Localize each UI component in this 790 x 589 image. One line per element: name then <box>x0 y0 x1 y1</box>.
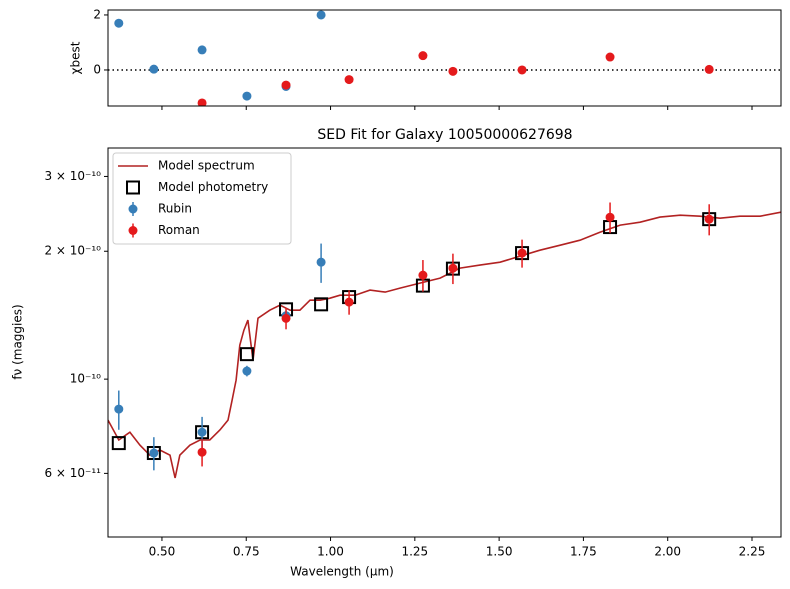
point <box>448 263 458 273</box>
point <box>605 52 615 62</box>
point <box>242 91 252 101</box>
point <box>704 64 714 74</box>
x-tick-label: 1.00 <box>317 545 344 559</box>
model-square <box>111 436 126 451</box>
legend-label: Model spectrum <box>158 159 255 173</box>
point <box>197 45 207 55</box>
point <box>605 212 615 222</box>
point <box>418 51 428 61</box>
point <box>281 313 291 323</box>
legend-handle <box>126 180 140 195</box>
legend-label: Model photometry <box>158 180 268 194</box>
x-tick-label: 0.75 <box>233 545 260 559</box>
y-tick-label: 2 × 10⁻¹⁰ <box>44 244 101 258</box>
point <box>114 404 124 414</box>
point <box>149 64 159 74</box>
point <box>316 257 326 267</box>
x-tick-label: 2.00 <box>654 545 681 559</box>
point <box>517 65 527 75</box>
x-axis-label: Wavelength (µm) <box>290 565 394 579</box>
point <box>448 66 458 76</box>
plot-area <box>108 202 781 479</box>
model-square <box>239 347 254 362</box>
legend-box <box>112 152 292 245</box>
point <box>114 18 124 28</box>
legend-handle <box>128 204 138 214</box>
x-tick-label: 0.50 <box>149 545 176 559</box>
point <box>281 80 291 90</box>
point <box>418 270 428 280</box>
model-square <box>314 297 329 312</box>
point <box>197 447 207 457</box>
plot-area <box>108 10 781 106</box>
legend-label: Roman <box>158 223 200 237</box>
chart-title: SED Fit for Galaxy 10050000627698 <box>317 127 572 143</box>
axes-frame <box>107 147 782 538</box>
point <box>344 297 354 307</box>
point <box>517 248 527 258</box>
y-axis-label: χbest <box>69 41 83 74</box>
y-tick-label: 3 × 10⁻¹⁰ <box>44 169 101 183</box>
point <box>704 214 714 224</box>
legend: Model spectrum Model photometry Rubin Roman <box>112 152 292 245</box>
y-tick-label: 10⁻¹⁰ <box>70 372 101 386</box>
point <box>149 448 159 458</box>
point <box>344 75 354 85</box>
y-axis-label: fν (maggies) <box>11 304 25 379</box>
axes-frame <box>107 9 782 107</box>
x-tick-label: 1.75 <box>570 545 597 559</box>
point <box>197 427 207 437</box>
x-tick-label: 2.25 <box>739 545 766 559</box>
y-tick-label: 2 <box>93 7 101 21</box>
x-tick-label: 1.50 <box>486 545 513 559</box>
legend-handle <box>128 226 138 235</box>
x-tick-label: 1.25 <box>401 545 428 559</box>
point <box>242 366 252 376</box>
point <box>316 10 326 20</box>
point <box>197 98 207 106</box>
y-tick-label: 6 × 10⁻¹¹ <box>44 466 101 480</box>
y-tick-label: 0 <box>93 62 101 76</box>
legend-label: Rubin <box>158 202 192 216</box>
